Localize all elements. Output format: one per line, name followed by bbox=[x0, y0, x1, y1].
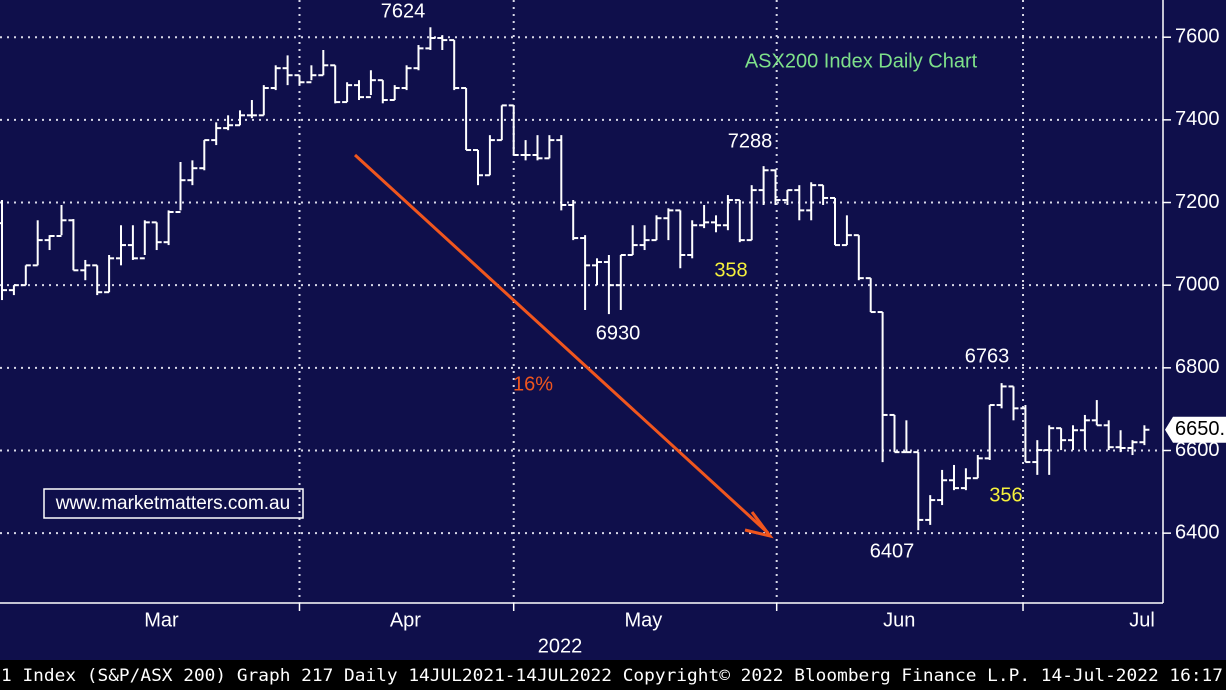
annotation: 16% bbox=[513, 373, 553, 395]
plot-background bbox=[0, 0, 1226, 660]
annotation: 356 bbox=[989, 484, 1022, 506]
x-tick-label: Apr bbox=[390, 609, 421, 631]
annotation: 358 bbox=[714, 259, 747, 281]
watermark: www.marketmatters.com.au bbox=[55, 493, 290, 514]
y-tick-label: 6600 bbox=[1175, 439, 1220, 461]
annotation: 7624 bbox=[381, 0, 426, 22]
trend-arrow bbox=[353, 153, 770, 535]
x-tick-label: Jun bbox=[883, 609, 915, 631]
last-price-label: 6650. bbox=[1175, 418, 1225, 440]
y-tick-label: 6800 bbox=[1175, 356, 1220, 378]
x-axis-label: 2022 bbox=[538, 635, 583, 657]
last-price-tag bbox=[1165, 416, 1226, 443]
y-tick-label: 6400 bbox=[1175, 521, 1220, 543]
watermark-box bbox=[43, 488, 304, 519]
x-tick-label: Jul bbox=[1129, 609, 1155, 631]
annotation: 6930 bbox=[596, 322, 641, 344]
x-tick-label: Mar bbox=[144, 609, 179, 631]
footer: 1 Index (S&P/ASX 200) Graph 217 Daily 14… bbox=[1, 666, 1223, 686]
footer-background bbox=[0, 660, 1226, 690]
annotation: 6407 bbox=[870, 540, 915, 562]
y-tick-label: 7600 bbox=[1175, 25, 1220, 47]
y-tick-label: 7000 bbox=[1175, 273, 1220, 295]
annotation: 6763 bbox=[965, 345, 1010, 367]
y-tick-label: 7200 bbox=[1175, 191, 1220, 213]
chart-title: ASX200 Index Daily Chart bbox=[745, 50, 978, 72]
annotation: 7288 bbox=[728, 130, 773, 152]
x-tick-label: May bbox=[625, 609, 663, 631]
price-bars bbox=[0, 27, 1150, 531]
arrow-head bbox=[744, 511, 774, 539]
y-tick-label: 7400 bbox=[1175, 108, 1220, 130]
